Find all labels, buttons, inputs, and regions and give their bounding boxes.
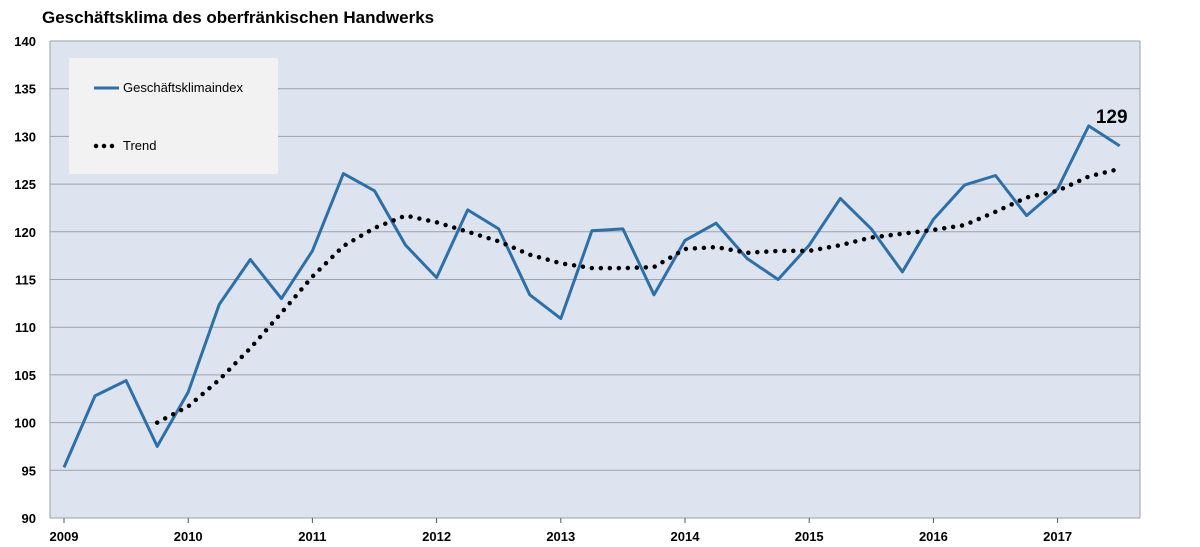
x-tick-label: 2013 bbox=[546, 529, 575, 544]
value-callout: 129 bbox=[1096, 107, 1128, 128]
legend: Geschäftsklimaindex Trend bbox=[69, 58, 278, 174]
y-tick-label: 125 bbox=[14, 177, 36, 192]
series-lines bbox=[62, 124, 1122, 468]
series-line-geschaeftsklimaindex bbox=[62, 124, 1121, 468]
y-tick-label: 120 bbox=[14, 225, 36, 240]
y-axis-ticks: 90 95 100 105 110 115 120 125 130 135 140 bbox=[14, 34, 36, 526]
legend-box bbox=[69, 58, 278, 174]
series-line-trend bbox=[154, 166, 1122, 425]
x-tick-label: 2012 bbox=[422, 529, 451, 544]
y-tick-label: 110 bbox=[15, 320, 36, 335]
x-tick-label: 2017 bbox=[1043, 529, 1072, 544]
legend-label-trend: Trend bbox=[123, 138, 156, 153]
y-tick-label: 105 bbox=[14, 368, 36, 383]
annotations: 129 bbox=[1096, 107, 1128, 128]
x-tick-label: 2009 bbox=[50, 529, 79, 544]
y-tick-label: 95 bbox=[22, 463, 36, 478]
y-tick-label: 100 bbox=[14, 416, 36, 431]
x-tick-label: 2014 bbox=[671, 529, 701, 544]
x-axis-ticks: 2009 2010 2011 2012 2013 2014 2015 2016 2017 bbox=[50, 518, 1072, 544]
y-tick-label: 135 bbox=[14, 82, 36, 97]
y-tick-label: 115 bbox=[15, 273, 36, 288]
x-tick-label: 2011 bbox=[298, 529, 326, 544]
x-tick-label: 2016 bbox=[919, 529, 948, 544]
x-tick-label: 2015 bbox=[795, 529, 824, 544]
legend-label-geschaeftsklimaindex: Geschäftsklimaindex bbox=[123, 80, 243, 95]
y-tick-label: 130 bbox=[14, 129, 36, 144]
y-tick-label: 90 bbox=[22, 511, 36, 526]
x-tick-label: 2010 bbox=[174, 529, 203, 544]
y-tick-label: 140 bbox=[14, 34, 36, 49]
chart-title: Geschäftsklima des oberfränkischen Handw… bbox=[42, 8, 435, 27]
